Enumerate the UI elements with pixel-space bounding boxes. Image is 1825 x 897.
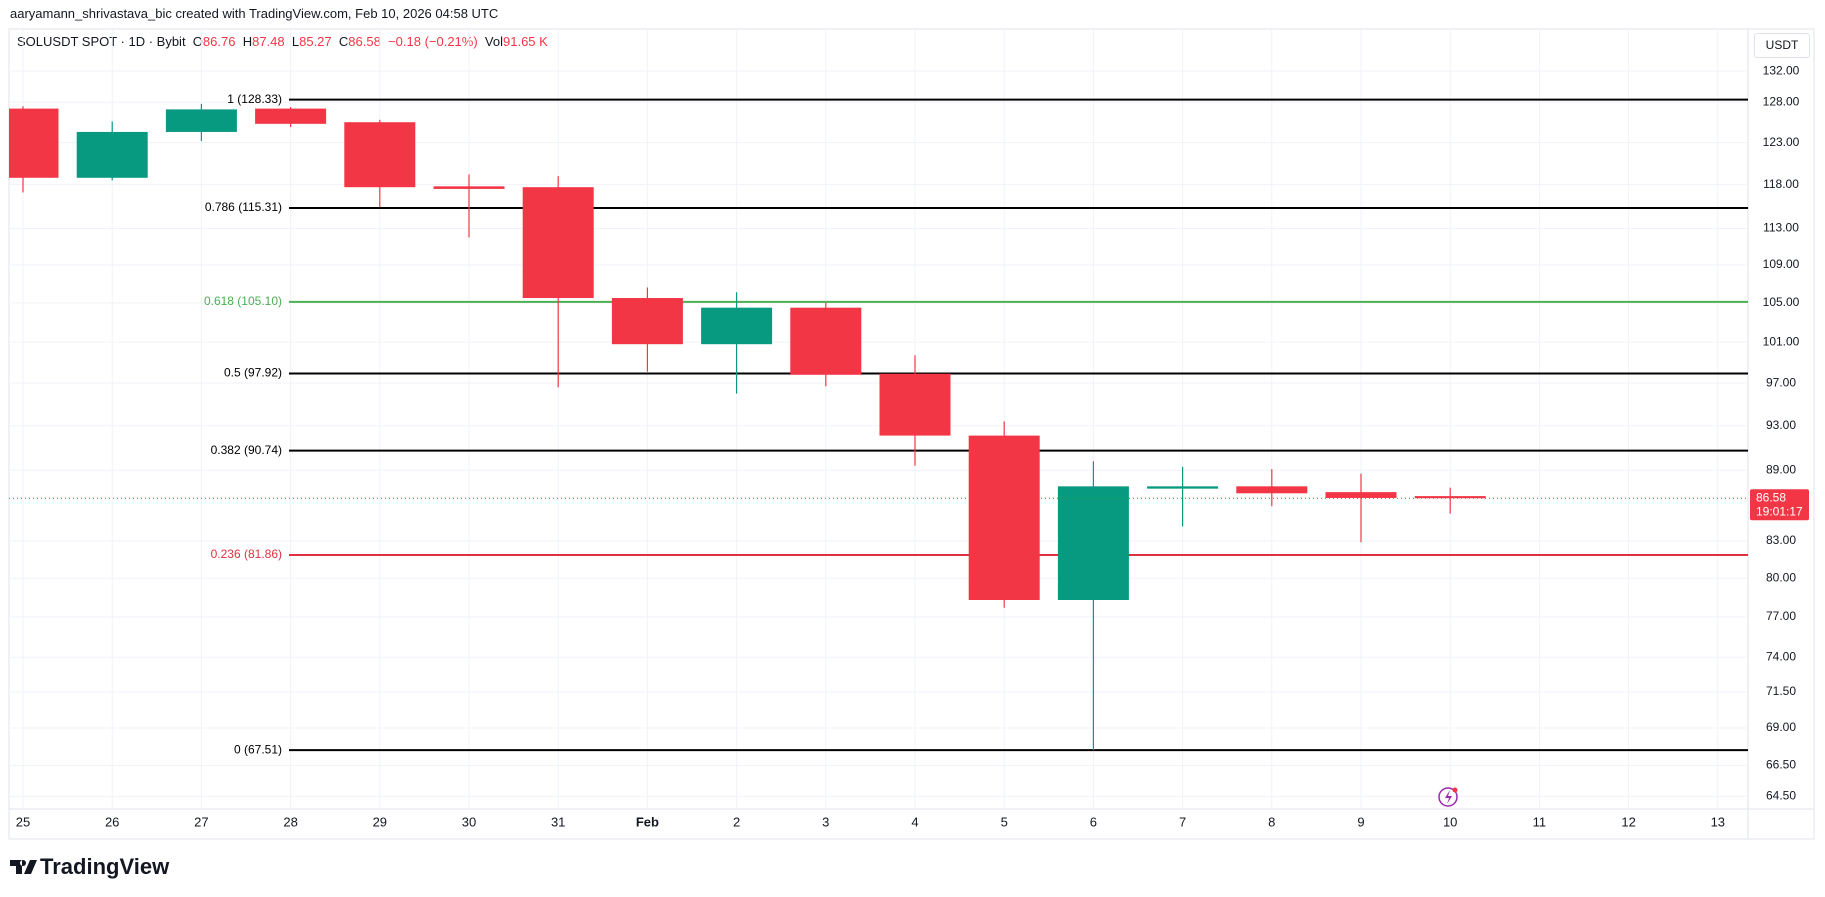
credit: aaryamann_shrivastava_bic created with T…	[10, 6, 499, 21]
fib-level-label: 0.5 (97.92)	[224, 366, 282, 380]
y-tick-label: 128.00	[1763, 94, 1800, 108]
candle-body	[76, 131, 148, 178]
y-tick-label: 64.50	[1766, 789, 1796, 803]
chart-frame	[8, 28, 1815, 840]
brand-logo[interactable]: TradingView	[10, 854, 169, 880]
brand: TradingView	[40, 854, 170, 879]
candle-body	[9, 108, 59, 178]
x-tick-label: Feb	[636, 814, 659, 829]
candle-body	[165, 109, 237, 132]
fib-level-label: 0 (67.51)	[234, 742, 282, 756]
logo-icon	[10, 860, 37, 874]
vol-value: 91.65 K	[503, 34, 548, 49]
x-tick-label: 9	[1357, 814, 1364, 829]
candle-body	[1057, 486, 1129, 601]
candle-body	[433, 186, 505, 189]
fib-level-label: 1 (128.33)	[227, 92, 282, 106]
y-tick-label: 66.50	[1766, 758, 1796, 772]
x-tick-label: 8	[1268, 814, 1275, 829]
y-tick-label: 113.00	[1763, 221, 1799, 235]
y-tick-label: 109.00	[1763, 257, 1800, 271]
y-tick-label: 105.00	[1763, 295, 1800, 309]
x-tick-label: 27	[194, 814, 208, 829]
x-tick-label: 3	[822, 814, 829, 829]
x-tick-label: 31	[551, 814, 565, 829]
candle-body	[1236, 486, 1308, 494]
y-tick-label: 80.00	[1766, 570, 1796, 584]
last-price-label: 86.58	[1756, 490, 1786, 504]
c-label: C	[338, 34, 349, 49]
candle-body	[1325, 492, 1397, 498]
legend-row: SOLUSDT SPOT · 1D · Bybit O86.76 H87.48 …	[17, 34, 548, 49]
symbol: SOLUSDT SPOT · 1D · Bybit	[17, 34, 186, 49]
x-tick-label: 29	[373, 814, 387, 829]
x-tick-label: 28	[283, 814, 297, 829]
alert-icon[interactable]	[1438, 787, 1458, 807]
currency-button[interactable]: USDT	[1754, 33, 1810, 58]
countdown-label: 19:01:17	[1756, 504, 1803, 518]
o-label: O	[192, 34, 203, 49]
candle-body	[255, 108, 327, 124]
x-tick-label: 30	[462, 814, 476, 829]
candle-body	[611, 298, 683, 345]
vol-label: Vol	[484, 34, 503, 49]
candle-body	[701, 307, 773, 345]
y-tick-label: 123.00	[1763, 135, 1800, 149]
x-tick-label: 12	[1621, 814, 1635, 829]
l-value: 85.27	[299, 34, 332, 49]
x-tick-label: 26	[105, 814, 119, 829]
candle-body	[344, 122, 416, 188]
candle-body	[1147, 486, 1219, 489]
x-tick-label: 5	[1001, 814, 1008, 829]
y-tick-label: 69.00	[1766, 720, 1796, 734]
candle-body	[522, 187, 594, 299]
y-tick-label: 132.00	[1763, 63, 1800, 77]
y-tick-label: 101.00	[1763, 334, 1800, 348]
y-tick-label: 74.00	[1766, 649, 1796, 663]
x-tick-label: 13	[1711, 814, 1725, 829]
c-value: 86.58	[348, 34, 381, 49]
x-tick-label: 11	[1533, 814, 1547, 829]
fib-level-label: 0.382 (90.74)	[211, 443, 282, 457]
h-value: 87.48	[252, 34, 285, 49]
h-label: H	[242, 34, 253, 49]
x-tick-label: 25	[16, 814, 30, 829]
candle-body	[1414, 496, 1486, 499]
y-tick-label: 77.00	[1766, 609, 1796, 623]
y-tick-label: 71.50	[1766, 684, 1796, 698]
change: −0.18 (−0.21%)	[388, 34, 478, 49]
y-tick-label: 97.00	[1766, 375, 1796, 389]
x-tick-label: 6	[1090, 814, 1097, 829]
fib-level-label: 0.236 (81.86)	[211, 547, 282, 561]
fib-level-label: 0.618 (105.10)	[204, 294, 282, 308]
candle-body	[790, 307, 862, 375]
x-tick-label: 4	[911, 814, 918, 829]
candle-body	[968, 435, 1040, 601]
x-tick-label: 10	[1443, 814, 1457, 829]
o-value: 86.76	[202, 34, 236, 49]
last-price-badge	[1750, 489, 1809, 521]
y-tick-label: 118.00	[1763, 177, 1799, 191]
y-tick-label: 93.00	[1766, 418, 1796, 432]
candle-body	[879, 373, 951, 436]
y-tick-label: 83.00	[1766, 533, 1796, 547]
y-tick-label: 89.00	[1766, 462, 1796, 476]
x-tick-label: 2	[733, 814, 740, 829]
fib-level-label: 0.786 (115.31)	[205, 200, 282, 214]
x-tick-label: 7	[1179, 814, 1186, 829]
